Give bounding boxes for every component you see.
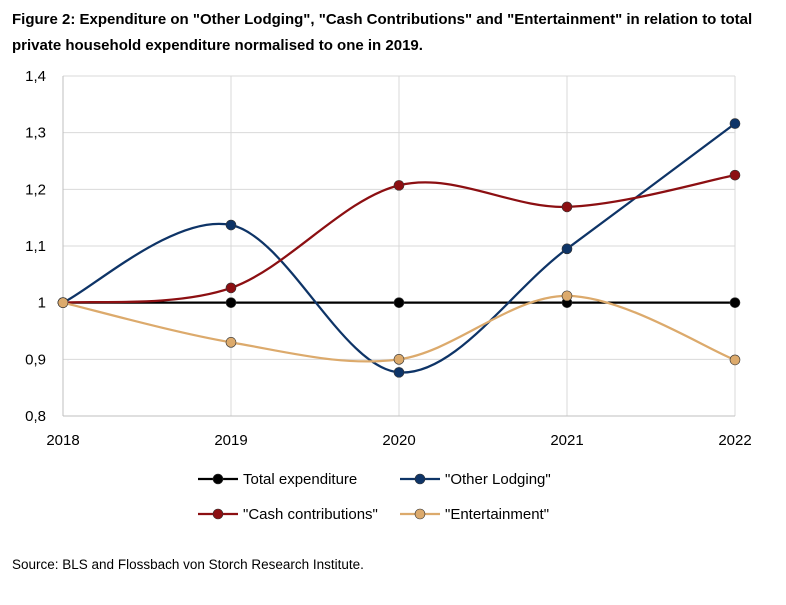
legend-label: "Other Lodging" [445, 471, 551, 488]
legend-item-total-expenditure: Total expenditure [198, 471, 357, 488]
data-point [225, 337, 237, 348]
legend-swatch-marker [212, 473, 224, 485]
legend-item-other-lodging: "Other Lodging" [400, 471, 551, 488]
data-point [225, 282, 237, 294]
data-point [729, 297, 741, 308]
series-entertainment [57, 290, 741, 366]
legend-label: Total expenditure [243, 471, 357, 488]
y-tick-label: 1,2 [25, 181, 46, 198]
data-point [561, 201, 573, 213]
legend-item-cash-contributions: "Cash contributions" [198, 506, 378, 523]
legend-item-entertainment: "Entertainment" [400, 506, 549, 523]
x-tick-label: 2020 [382, 432, 415, 449]
data-point [729, 169, 741, 181]
series-group [57, 118, 741, 378]
axes: 0,8 0,9 1 1,1 1,2 1,3 1,4 2018 2019 2020 2021 2022 [25, 68, 752, 449]
data-point [57, 297, 69, 308]
y-tick-label: 1,4 [25, 68, 46, 85]
source-note: Source: BLS and Flossbach von Storch Res… [12, 557, 364, 572]
chart-title: Figure 2: Expenditure on "Other Lodging"… [12, 11, 753, 54]
y-tick-label: 1,1 [25, 238, 46, 255]
x-tick-label: 2019 [214, 432, 247, 449]
legend-swatch-marker [414, 508, 426, 520]
legend-label: "Entertainment" [445, 506, 549, 523]
data-point [561, 290, 573, 302]
y-tick-label: 1,3 [25, 125, 46, 142]
x-tick-label: 2022 [718, 432, 751, 449]
legend-swatch-marker [414, 473, 426, 485]
data-point [393, 354, 405, 365]
legend-swatch-marker [212, 508, 224, 520]
y-tick-label: 0,9 [25, 351, 46, 368]
data-point [225, 219, 237, 231]
legend: Total expenditure "Other Lodging" "Cash co… [198, 471, 551, 523]
data-point [393, 367, 405, 378]
x-tick-label: 2021 [550, 432, 583, 449]
data-point [393, 180, 405, 191]
series-total-expenditure [57, 297, 741, 308]
y-tick-label: 1 [38, 295, 46, 312]
legend-label: "Cash contributions" [243, 506, 378, 523]
grid [63, 75, 736, 416]
data-point [225, 297, 237, 308]
data-point [729, 354, 741, 366]
y-tick-label: 0,8 [25, 408, 46, 425]
data-point [393, 297, 405, 308]
data-point [729, 118, 741, 129]
x-tick-label: 2018 [46, 432, 79, 449]
data-point [561, 243, 573, 255]
